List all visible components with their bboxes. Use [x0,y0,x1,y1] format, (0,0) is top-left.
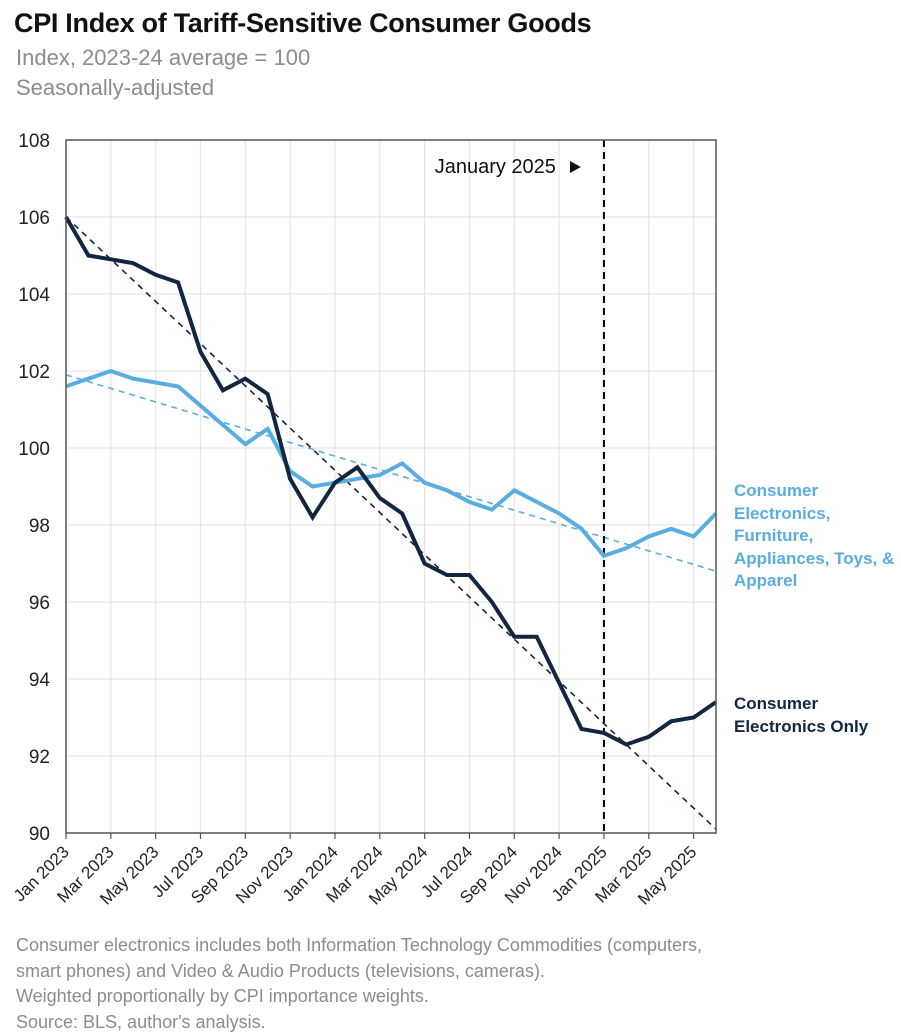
trend-line [66,375,716,571]
legend-broad-goods: Consumer Electronics, Furniture, Applian… [734,480,899,593]
trend-lines [66,217,716,829]
legend-elec-line: Electronics Only [734,716,899,739]
y-tick-label: 98 [29,516,50,537]
y-tick-label: 94 [29,670,51,691]
y-tick-label: 104 [18,285,50,306]
series-line-broad-goods [66,371,716,556]
footnote-line: Consumer electronics includes both Infor… [16,933,702,959]
y-tick-label: 90 [29,824,50,845]
series-line-electronics [66,217,716,745]
y-tick-label: 106 [18,208,50,229]
annotation-label: January 2025 [435,156,556,178]
y-tick-label: 108 [18,131,50,152]
series-lines [66,217,716,745]
y-tick-label: 102 [18,362,50,383]
footnote-line: Source: BLS, author's analysis. [16,1010,702,1035]
gridlines [66,140,716,833]
y-tick-label: 96 [29,593,50,614]
legend-broad-line: Consumer [734,480,899,503]
y-tick-label: 100 [18,439,50,460]
legend-broad-line: Apparel [734,570,899,593]
footnote-line: Weighted proportionally by CPI importanc… [16,984,702,1010]
trend-line [66,217,716,829]
legend-elec-line: Consumer [734,693,899,716]
footnote: Consumer electronics includes both Infor… [16,933,702,1035]
plot-frame [66,140,716,833]
y-tick-label: 92 [29,747,50,768]
y-axis: 90 92 94 96 98 100 102 104 106 108 [18,131,50,845]
legend-electronics-only: Consumer Electronics Only [734,693,899,738]
legend-broad-line: Furniture, [734,525,899,548]
legend-broad-line: Appliances, Toys, & [734,548,899,571]
legend-broad-line: Electronics, [734,503,899,526]
play-arrow-icon [570,161,581,173]
footnote-line: smart phones) and Video & Audio Products… [16,959,702,985]
